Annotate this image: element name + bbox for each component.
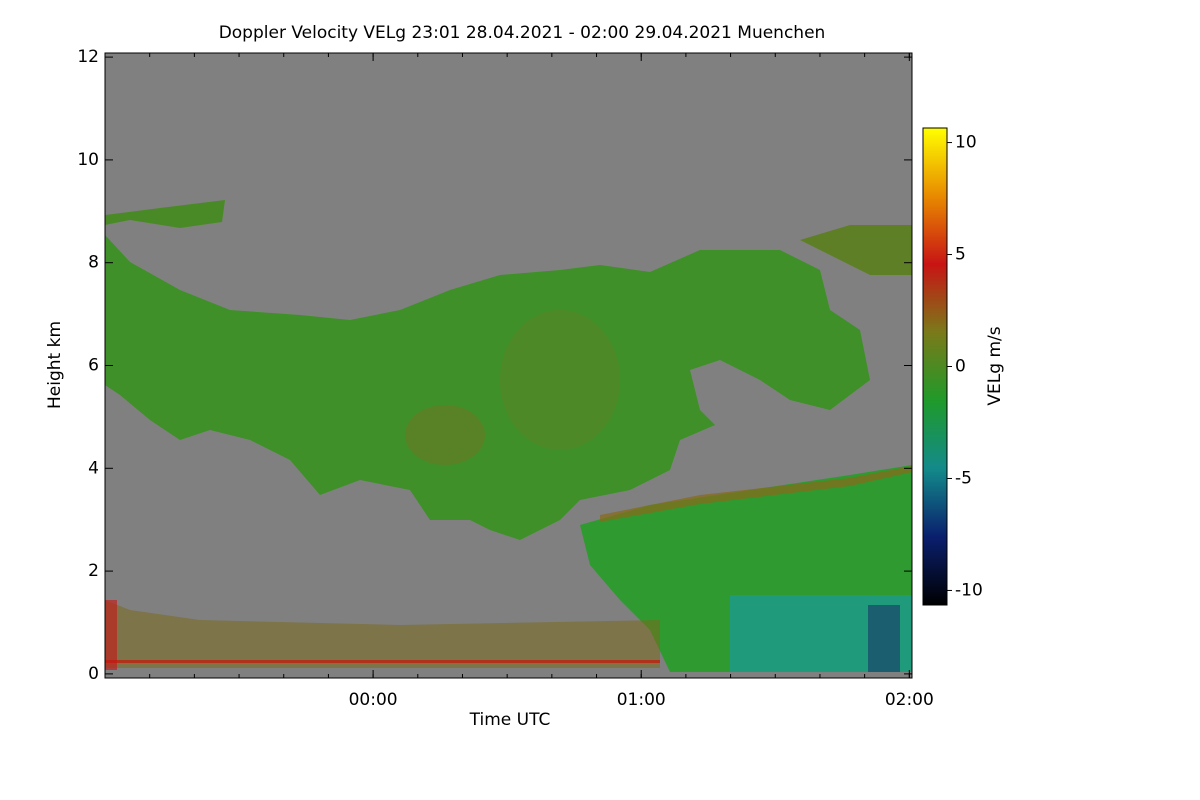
colorbar-tick-label: 0	[955, 357, 966, 377]
y-tick-label: 2	[88, 561, 99, 581]
y-axis-label: Height km	[45, 321, 65, 409]
y-tick-label: 0	[88, 664, 99, 684]
colorbar-label: VELg m/s	[985, 326, 1005, 405]
y-tick-label: 10	[77, 150, 99, 170]
x-axis-label: Time UTC	[469, 710, 551, 730]
y-tick-label: 4	[88, 458, 99, 478]
y-tick-label: 8	[88, 253, 99, 273]
x-tick-label: 02:00	[885, 690, 934, 710]
colorbar-tick-label: 10	[955, 133, 977, 153]
y-tick-label: 6	[88, 356, 99, 376]
chart-title: Doppler Velocity VELg 23:01 28.04.2021 -…	[219, 23, 826, 43]
colorbar-tick-label: 5	[955, 245, 966, 265]
x-tick-label: 00:00	[349, 690, 398, 710]
colorbar	[922, 127, 948, 606]
colorbar-tick-label: -10	[955, 580, 983, 600]
echo-field	[105, 200, 912, 672]
y-tick-label: 12	[77, 47, 99, 67]
x-tick-label: 01:00	[617, 690, 666, 710]
colorbar-tick-label: -5	[955, 468, 972, 488]
